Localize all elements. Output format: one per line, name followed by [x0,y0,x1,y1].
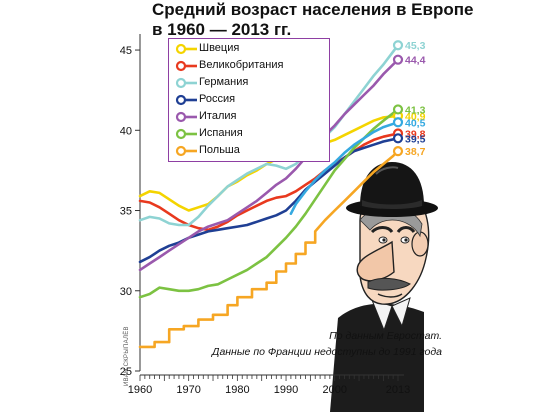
series-end-label-2: 39,8 [405,128,426,140]
x-tick-label: 2000 [322,384,346,396]
legend-label: Италия [199,110,237,122]
source-note: По данным Евростат. Данные по Франции не… [142,328,442,360]
series-line-7 [138,149,400,349]
y-tick-label: 30 [120,286,132,298]
legend-item-4: Россия [169,92,327,109]
legend-swatch [175,94,197,106]
legend-swatch [175,60,197,72]
chart-endpoints: 40,9 39,8 45,3 39,5 44,4 41,3 38,7 40,5 [392,40,426,158]
x-tick-label: 1960 [128,384,152,396]
x-tick-label: 1990 [274,384,298,396]
legend-item-7: Польша [169,143,327,160]
series-end-label-7: 38,7 [405,146,426,158]
source-note-line-2: Данные по Франции недоступны до 1991 год… [212,346,442,358]
chart-title: Средний возраст населения в Европе в 196… [152,0,474,40]
chart-title-line-1: Средний возраст населения в Европе [152,0,474,19]
series-end-marker-6 [392,104,404,115]
series-end-label-8: 40,5 [405,117,426,129]
legend-swatch [175,111,197,123]
series-end-label-3: 45,3 [405,40,426,52]
legend-swatch [175,128,197,140]
series-end-marker-4 [392,133,404,144]
x-tick-label: 1970 [176,384,200,396]
series-line-5 [138,58,400,272]
series-end-label-5: 44,4 [405,55,426,67]
legend-label: Германия [199,76,249,88]
series-end-label-4: 39,5 [405,133,426,145]
legend-label: Швеция [199,42,240,54]
y-tick-label: 40 [120,125,132,137]
series-end-marker-3 [392,40,404,51]
series-end-marker-5 [392,54,404,65]
author-credit-text: ИВАН СКРЫПАЛЁВ [124,326,130,386]
legend-item-5: Италия [169,109,327,126]
author-credit: ИВАН СКРЫПАЛЁВ [122,322,134,388]
series-end-marker-7 [392,146,404,157]
legend-label: Великобритания [199,59,284,71]
y-tick-label: 45 [120,45,132,57]
series-end-marker-8 [392,117,404,128]
series-end-label-6: 41,3 [405,104,426,116]
y-tick-label: 25 [120,366,132,378]
legend-swatch [175,77,197,89]
chart-series-lines [138,43,400,349]
legend-item-2: Великобритания [169,58,327,75]
chart-axes: 1960 1970 1980 1990 2000 2013 25 30 35 40 45 [120,34,410,396]
source-note-line-1: По данным Евростат. [329,330,442,342]
legend-label: Россия [199,93,236,105]
legend-label: Польша [199,144,240,156]
chart-title-line-2: в 1960 — 2013 гг. [152,20,292,39]
chart-legend: Швеция Великобритания Германия Россия Италия… [168,38,330,162]
legend-label: Испания [199,127,243,139]
series-end-label-1: 40,9 [405,111,426,123]
x-tick-label: 1980 [225,384,249,396]
legend-item-6: Испания [169,126,327,143]
series-line-3 [138,43,400,227]
legend-item-1: Швеция [169,41,327,58]
cartoon-man-with-bowler-hat [330,162,438,412]
legend-item-3: Германия [169,75,327,92]
legend-swatch [175,43,197,55]
series-line-6 [138,108,400,299]
x-tick-label: 2013 [386,384,410,396]
series-line-8 [289,121,400,215]
y-tick-label: 35 [120,206,132,218]
legend-swatch [175,145,197,157]
